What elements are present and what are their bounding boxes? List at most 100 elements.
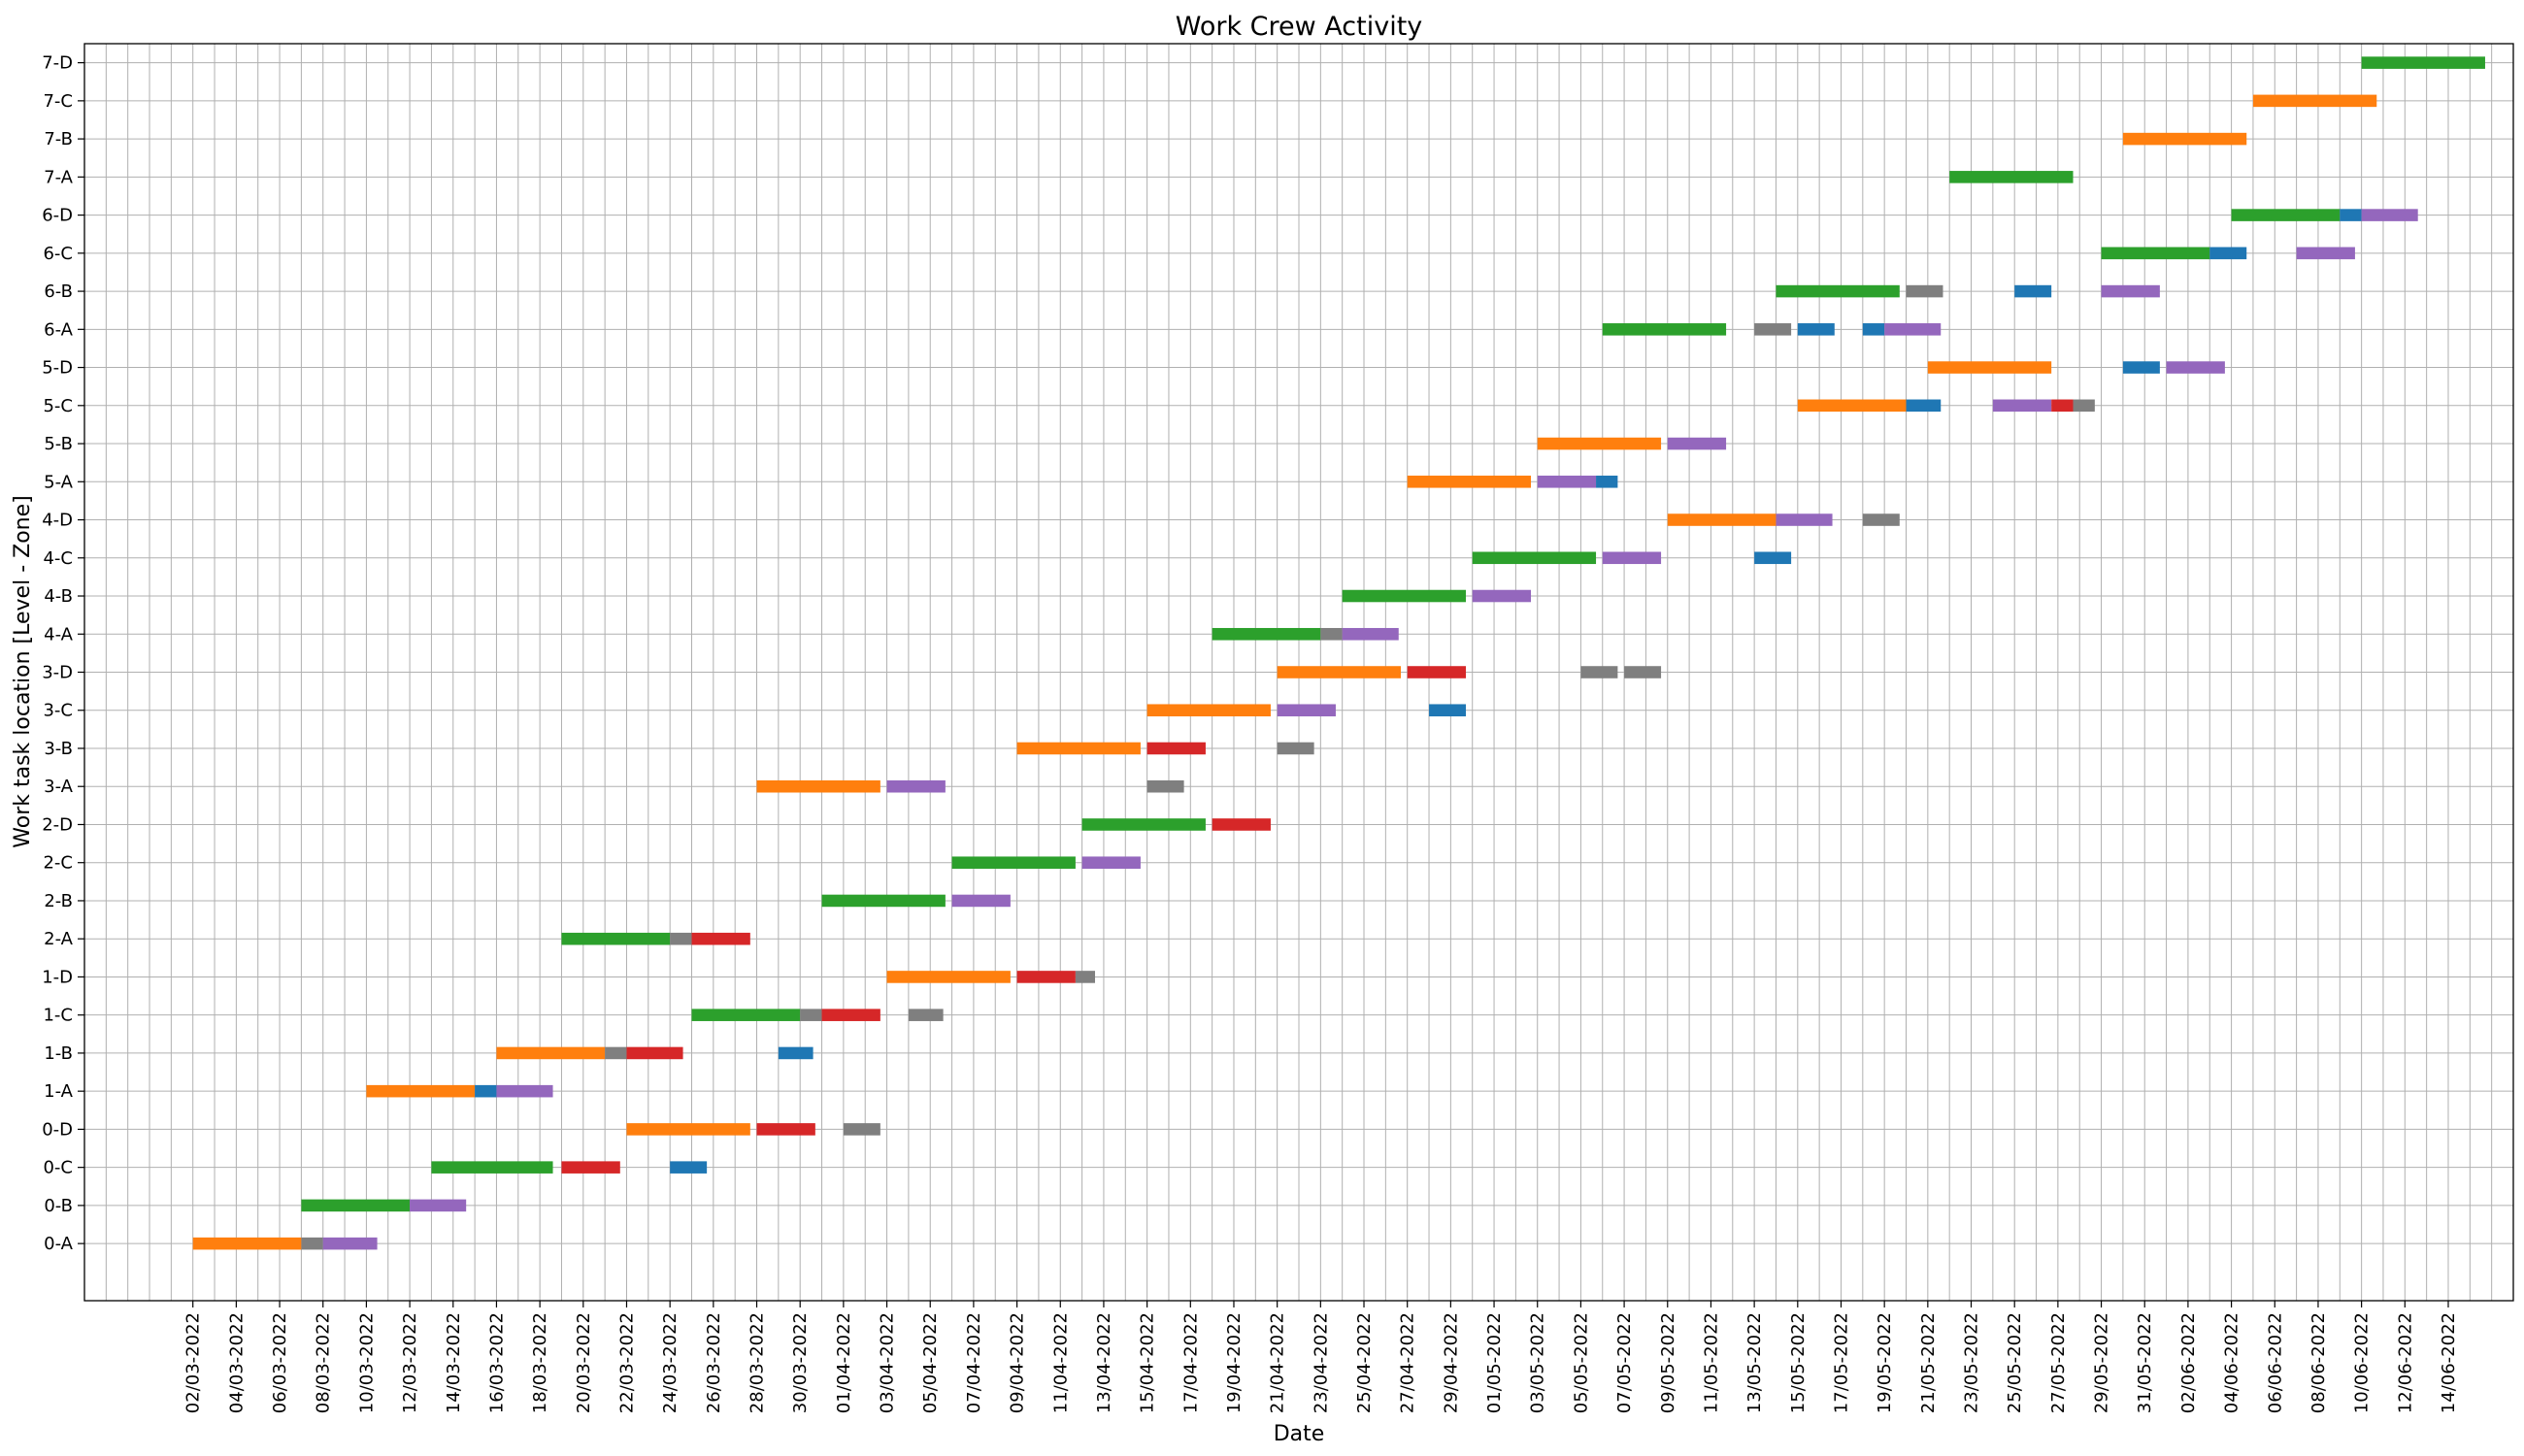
y-tick-label: 4-B <box>44 586 73 607</box>
x-tick-label: 06/06-2022 <box>2265 1312 2285 1413</box>
y-tick-label: 7-C <box>43 91 73 112</box>
y-tick-label: 5-D <box>42 358 73 379</box>
y-tick-label: 0-A <box>44 1234 74 1254</box>
y-tick-label: 4-A <box>44 624 74 645</box>
task-bar-1-a <box>496 1084 553 1098</box>
x-tick-label: 12/03-2022 <box>400 1312 420 1413</box>
task-bar-2-b <box>951 894 1011 908</box>
x-tick-label: 26/03-2022 <box>704 1312 724 1413</box>
task-bar-6-d <box>2231 209 2341 221</box>
task-bar-4-c <box>1472 551 1597 565</box>
y-tick-label: 2-C <box>43 853 73 874</box>
x-tick-label: 23/04-2022 <box>1311 1312 1331 1413</box>
task-bar-6-a <box>1602 323 1727 336</box>
task-bar-2-d <box>1081 818 1206 831</box>
x-tick-label: 14/03-2022 <box>444 1312 464 1413</box>
x-tick-label: 24/03-2022 <box>660 1312 681 1413</box>
task-bar-0-a <box>301 1237 323 1250</box>
task-bar-4-a <box>1212 627 1321 641</box>
task-bar-2-a <box>670 932 692 945</box>
task-bar-3-a <box>1146 779 1184 793</box>
y-tick-label: 3-A <box>44 777 74 797</box>
x-tick-label: 03/05-2022 <box>1528 1312 1548 1413</box>
x-tick-label: 09/04-2022 <box>1008 1312 1028 1413</box>
task-bar-5-c <box>1797 399 1907 413</box>
task-bar-0-b <box>410 1199 467 1212</box>
task-bar-1-d <box>1075 971 1096 983</box>
x-tick-label: 25/05-2022 <box>2005 1312 2025 1413</box>
x-tick-label: 11/04-2022 <box>1050 1312 1071 1413</box>
task-bar-5-c <box>1992 399 2052 413</box>
x-tick-label: 13/04-2022 <box>1094 1312 1114 1413</box>
x-tick-label: 28/03-2022 <box>747 1312 768 1413</box>
y-tick-label: 3-D <box>42 663 73 683</box>
task-bar-0-d <box>756 1123 815 1136</box>
task-bar-6-b <box>1776 284 1900 298</box>
task-bar-3-a <box>886 779 946 793</box>
y-tick-label: 7-D <box>42 53 73 74</box>
task-bar-4-a <box>1320 627 1343 641</box>
task-bar-5-a <box>1596 476 1618 488</box>
task-bar-2-d <box>1212 818 1271 831</box>
x-tick-label: 02/06-2022 <box>2178 1312 2199 1413</box>
x-tick-label: 21/05-2022 <box>1918 1312 1939 1413</box>
task-bar-0-c <box>431 1161 553 1174</box>
task-bar-2-a <box>691 932 750 945</box>
x-tick-label: 15/04-2022 <box>1138 1312 1158 1413</box>
task-bar-4-a <box>1342 627 1399 641</box>
task-bar-6-a <box>1884 323 1942 336</box>
x-tick-label: 10/06-2022 <box>2352 1312 2373 1413</box>
task-bar-4-b <box>1472 589 1532 603</box>
y-tick-label: 3-B <box>44 739 73 759</box>
task-bar-6-a <box>1862 323 1885 336</box>
task-bar-6-d <box>2340 209 2362 221</box>
y-tick-label: 5-C <box>43 396 73 416</box>
x-axis-ticks: 02/03-2022 04/03-2022 06/03-2022 08/03-2022… <box>183 1301 2459 1413</box>
x-tick-label: 09/05-2022 <box>1658 1312 1678 1413</box>
task-bar-3-b <box>1016 742 1141 755</box>
task-bar-4-b <box>1342 589 1467 603</box>
task-bar-1-b <box>778 1046 814 1060</box>
x-tick-label: 30/03-2022 <box>790 1312 811 1413</box>
x-tick-label: 18/03-2022 <box>530 1312 550 1413</box>
y-axis-ticks: 0-A 0-B 0-C 0-D 1-A 1-B 1-C 1-D 2-A 2-B 2-C 2-D 3-A 3… <box>42 53 84 1254</box>
x-tick-label: 06/03-2022 <box>270 1312 290 1413</box>
x-tick-label: 19/05-2022 <box>1875 1312 1895 1413</box>
task-bar-3-b <box>1277 742 1314 755</box>
task-bar-1-c <box>691 1009 801 1021</box>
task-bar-3-d <box>1624 666 1662 678</box>
task-bar-7-c <box>2252 94 2377 108</box>
task-bar-2-a <box>561 932 671 945</box>
x-tick-label: 13/05-2022 <box>1744 1312 1765 1413</box>
x-tick-label: 29/04-2022 <box>1441 1312 1461 1413</box>
task-bar-6-c <box>2209 247 2247 260</box>
x-tick-label: 04/03-2022 <box>226 1312 247 1413</box>
x-tick-label: 16/03-2022 <box>486 1312 507 1413</box>
x-tick-label: 21/04-2022 <box>1268 1312 1288 1413</box>
bars <box>192 56 2485 1250</box>
x-tick-label: 01/04-2022 <box>834 1312 854 1413</box>
x-tick-label: 23/05-2022 <box>1962 1312 1982 1413</box>
task-bar-3-a <box>756 779 880 793</box>
task-bar-0-b <box>301 1199 411 1212</box>
task-bar-4-d <box>1667 513 1777 526</box>
task-bar-4-c <box>1602 551 1662 565</box>
task-bar-0-c <box>561 1161 620 1174</box>
task-bar-1-b <box>496 1046 606 1060</box>
y-tick-label: 5-A <box>44 472 74 492</box>
x-tick-label: 08/06-2022 <box>2308 1312 2329 1413</box>
task-bar-2-b <box>821 894 946 908</box>
task-bar-1-b <box>626 1046 683 1060</box>
task-bar-3-b <box>1146 742 1206 755</box>
x-tick-label: 17/05-2022 <box>1831 1312 1851 1413</box>
y-tick-label: 6-D <box>42 206 73 226</box>
x-tick-label: 22/03-2022 <box>616 1312 637 1413</box>
y-tick-label: 2-B <box>44 891 73 911</box>
task-bar-3-d <box>1277 666 1401 678</box>
x-axis-label: Date <box>1274 1422 1325 1446</box>
x-tick-label: 05/05-2022 <box>1571 1312 1591 1413</box>
x-tick-label: 07/05-2022 <box>1614 1312 1635 1413</box>
y-tick-label: 0-B <box>44 1196 73 1216</box>
